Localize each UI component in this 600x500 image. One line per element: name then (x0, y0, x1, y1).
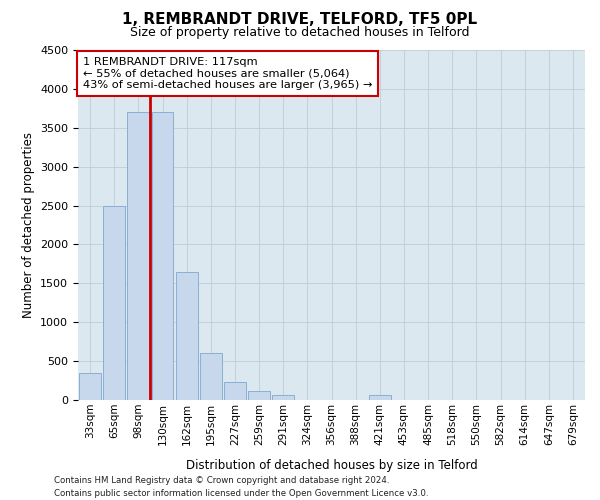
Bar (176, 272, 197, 400)
Bar (224, 382, 246, 400)
Bar (248, 392, 270, 400)
Bar (200, 354, 221, 400)
Bar (272, 394, 294, 400)
Bar (369, 394, 391, 400)
X-axis label: Distribution of detached houses by size in Telford: Distribution of detached houses by size … (185, 459, 478, 472)
Text: 1, REMBRANDT DRIVE, TELFORD, TF5 0PL: 1, REMBRANDT DRIVE, TELFORD, TF5 0PL (122, 12, 478, 28)
Text: Contains HM Land Registry data © Crown copyright and database right 2024.: Contains HM Land Registry data © Crown c… (54, 476, 389, 485)
Y-axis label: Number of detached properties: Number of detached properties (22, 132, 35, 318)
Bar (79, 373, 101, 400)
Bar (103, 206, 125, 400)
Bar (152, 112, 173, 400)
Text: Size of property relative to detached houses in Telford: Size of property relative to detached ho… (130, 26, 470, 39)
Text: 1 REMBRANDT DRIVE: 117sqm
← 55% of detached houses are smaller (5,064)
43% of se: 1 REMBRANDT DRIVE: 117sqm ← 55% of detac… (83, 57, 373, 90)
Text: Contains public sector information licensed under the Open Government Licence v3: Contains public sector information licen… (54, 489, 428, 498)
Bar (127, 112, 149, 400)
